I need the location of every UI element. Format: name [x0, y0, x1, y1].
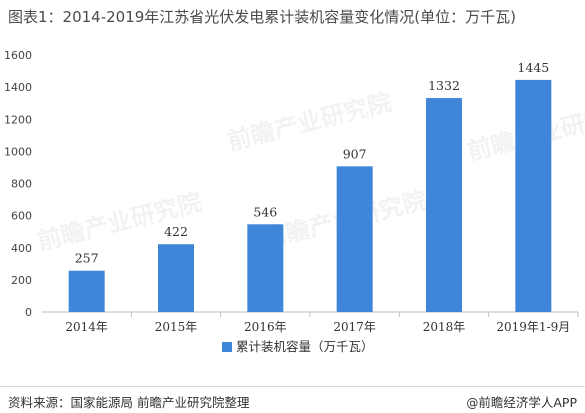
y-tick-label: 1400	[4, 81, 32, 94]
data-label: 1445	[517, 60, 549, 75]
y-tick-label: 800	[11, 178, 32, 191]
data-label: 1332	[428, 78, 460, 93]
bar	[515, 79, 552, 312]
y-tick-label: 1200	[4, 113, 32, 126]
x-tick-label: 2015年	[155, 320, 198, 334]
x-tick-label: 2018年	[423, 320, 466, 334]
legend-label: 累计装机容量（万千瓦）	[236, 339, 374, 354]
y-tick-label: 200	[11, 274, 32, 287]
y-tick-label: 1600	[4, 49, 32, 62]
y-tick-label: 600	[11, 210, 32, 223]
x-tick-label: 2014年	[65, 320, 108, 334]
bar	[68, 270, 105, 312]
chart-title: 图表1：2014-2019年江苏省光伏发电累计装机容量变化情况(单位：万千瓦)	[8, 8, 517, 26]
bar	[336, 166, 373, 312]
y-tick-label: 1000	[4, 145, 32, 158]
footer: 资料来源：国家能源局 前瞻产业研究院整理 @前瞻经济学人APP	[0, 386, 585, 413]
legend-swatch	[222, 342, 232, 352]
source-note: 资料来源：国家能源局 前瞻产业研究院整理	[8, 395, 250, 410]
watermark-text: 前瞻产业研究院	[225, 88, 395, 156]
data-label: 257	[75, 251, 99, 266]
y-tick-label: 400	[11, 242, 32, 255]
data-label: 546	[253, 204, 277, 219]
data-label: 907	[343, 146, 367, 161]
bar	[158, 244, 194, 312]
at-icon: @	[466, 396, 479, 410]
x-tick-label: 2019年1-9月	[496, 320, 570, 334]
bar-chart: 前瞻产业研究院前瞻产业研究院前瞻产业研究院前瞻产业研究院020040060080…	[4, 49, 585, 354]
brand-name: 前瞻经济学人APP	[478, 395, 577, 410]
x-tick-label: 2016年	[244, 320, 287, 334]
data-label: 422	[164, 224, 188, 239]
y-tick-label: 0	[25, 306, 32, 319]
brand-credit: @前瞻经济学人APP	[466, 392, 577, 411]
x-tick-label: 2017年	[333, 320, 376, 334]
bar	[247, 224, 284, 312]
bar	[426, 98, 462, 312]
